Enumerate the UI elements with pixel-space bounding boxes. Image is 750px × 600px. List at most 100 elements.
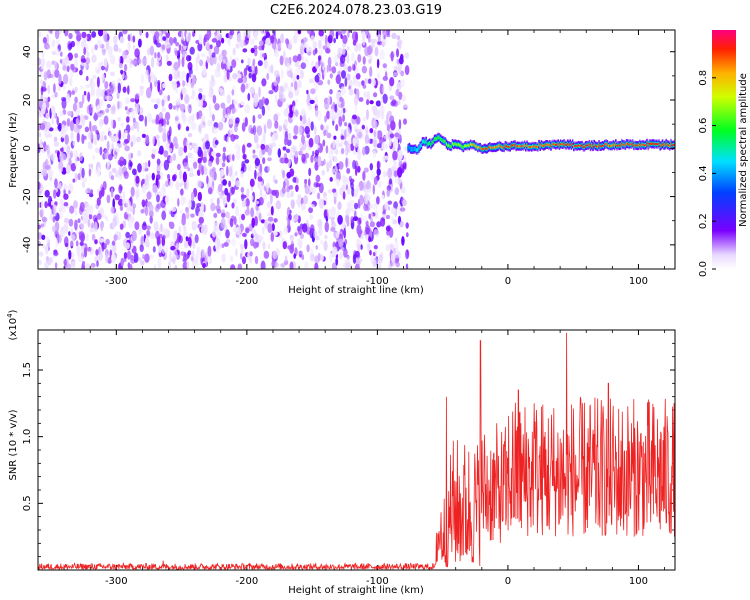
- noise-cell: [357, 147, 360, 155]
- noise-cell: [61, 230, 65, 238]
- noise-cell: [260, 30, 264, 35]
- noise-cell: [219, 192, 223, 200]
- signal-cell: [547, 144, 550, 147]
- noise-cell: [270, 193, 273, 205]
- noise-cell: [404, 52, 410, 59]
- noise-cell: [172, 80, 177, 91]
- noise-cell: [310, 35, 315, 42]
- noise-cell: [291, 105, 297, 113]
- noise-cell: [357, 131, 363, 139]
- noise-cell: [204, 133, 209, 139]
- signal-cell: [571, 142, 574, 145]
- noise-cell: [163, 159, 170, 171]
- spectrogram-x-axis-label: Height of straight line (km): [288, 285, 424, 296]
- noise-cell: [301, 153, 306, 163]
- noise-cell: [308, 117, 311, 128]
- noise-cell: [174, 229, 178, 241]
- noise-cell: [228, 38, 231, 47]
- noise-cell: [341, 70, 346, 79]
- noise-cell: [331, 217, 335, 224]
- noise-cell: [44, 165, 51, 170]
- noise-cell: [335, 62, 339, 67]
- signal-cell: [616, 145, 618, 147]
- signal-cell: [471, 143, 473, 146]
- signal-cell: [574, 144, 576, 147]
- noise-cell: [352, 254, 357, 264]
- noise-cell: [58, 168, 63, 173]
- noise-cell: [193, 161, 198, 169]
- noise-cell: [111, 253, 116, 263]
- noise-cell: [148, 209, 154, 218]
- noise-cell: [397, 251, 401, 259]
- signal-cell: [564, 144, 567, 146]
- noise-cell: [267, 157, 272, 162]
- signal-cell: [417, 149, 419, 151]
- noise-cell: [326, 64, 329, 73]
- noise-cell: [323, 129, 326, 136]
- figure-title: C2E6.2024.078.23.03.G19: [270, 3, 442, 18]
- noise-cell: [89, 106, 93, 114]
- snr-exponent-close: ): [8, 309, 19, 313]
- noise-cell: [240, 247, 244, 255]
- signal-cell: [437, 136, 439, 139]
- noise-cell: [54, 48, 60, 56]
- signal-cell: [553, 143, 556, 146]
- noise-cell: [175, 180, 180, 191]
- signal-cell: [659, 145, 661, 147]
- noise-cell: [146, 229, 151, 236]
- noise-cell: [200, 115, 206, 120]
- noise-cell: [86, 247, 92, 252]
- noise-cell: [247, 92, 251, 101]
- signal-cell: [648, 142, 651, 145]
- noise-cell: [170, 257, 174, 263]
- signal-cell: [504, 144, 507, 147]
- noise-cell: [260, 143, 266, 150]
- noise-cell: [394, 237, 398, 243]
- noise-cell: [283, 50, 286, 61]
- noise-cell: [101, 73, 105, 81]
- signal-cell: [559, 143, 562, 145]
- noise-cell: [99, 238, 105, 243]
- noise-cell: [153, 221, 159, 232]
- noise-cell: [381, 37, 387, 47]
- noise-cell: [368, 213, 372, 220]
- noise-cell: [267, 166, 270, 172]
- noise-cell: [87, 219, 91, 228]
- noise-cell: [186, 260, 190, 269]
- noise-cell: [341, 184, 346, 193]
- signal-cell: [457, 143, 460, 146]
- signal-cell: [630, 143, 633, 146]
- noise-cell: [69, 240, 74, 247]
- noise-cell: [335, 231, 340, 239]
- colorbar-tick-label: 0.0: [698, 261, 709, 277]
- noise-cell: [100, 65, 106, 71]
- signal-cell: [463, 145, 466, 147]
- noise-cell: [69, 205, 75, 214]
- noise-cell: [58, 73, 62, 85]
- signal-cell: [537, 146, 539, 149]
- noise-cell: [284, 121, 288, 127]
- noise-cell: [393, 201, 398, 211]
- noise-cell: [91, 31, 97, 38]
- noise-cell: [222, 63, 227, 69]
- noise-cell: [151, 119, 156, 124]
- noise-cell: [77, 101, 80, 113]
- x-tick-label: 100: [629, 576, 648, 587]
- noise-cell: [299, 69, 304, 79]
- signal-cell: [517, 145, 520, 148]
- noise-cell: [188, 55, 192, 61]
- noise-cell: [310, 121, 314, 131]
- noise-cell: [45, 100, 50, 109]
- noise-cell: [392, 72, 399, 77]
- noise-cell: [324, 115, 327, 123]
- noise-cell: [144, 253, 150, 263]
- noise-cell: [362, 84, 367, 89]
- noise-cell: [237, 103, 240, 109]
- noise-cell: [266, 200, 272, 209]
- noise-cell: [281, 186, 286, 194]
- signal-cell: [647, 144, 649, 147]
- noise-cell: [270, 232, 275, 242]
- noise-cell: [352, 216, 359, 222]
- noise-cell: [211, 114, 215, 122]
- y-tick-label: -40: [22, 237, 33, 253]
